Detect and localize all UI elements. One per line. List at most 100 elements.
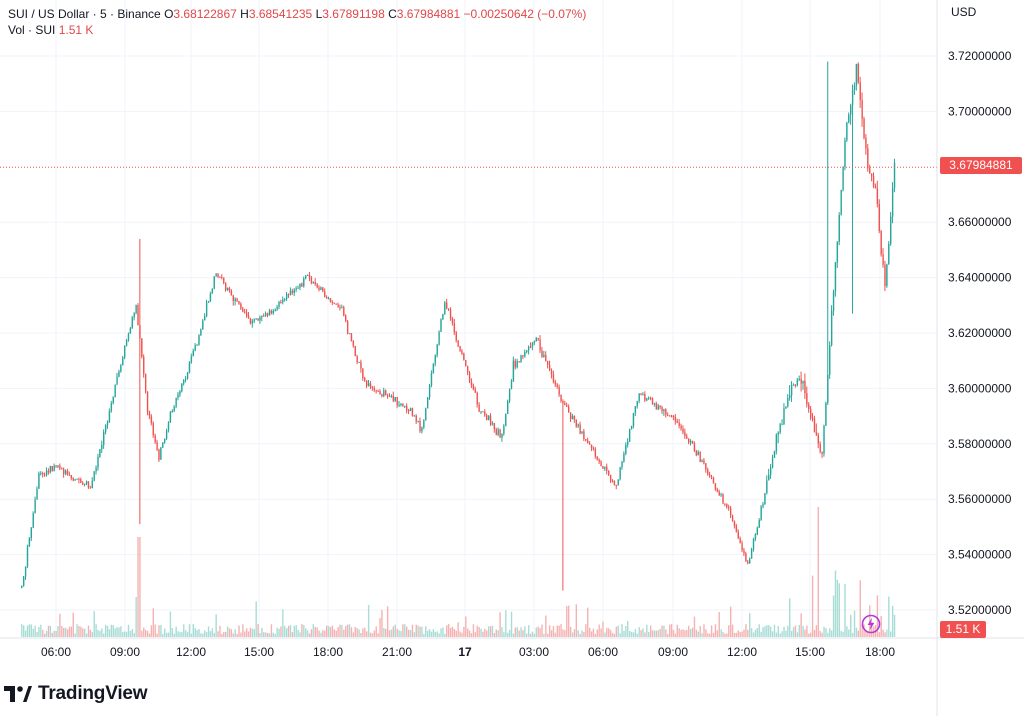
candle-body	[844, 140, 846, 167]
candle-body	[815, 432, 818, 436]
candle-body	[32, 513, 34, 528]
candle-body	[238, 301, 240, 304]
volume-bar	[165, 632, 168, 637]
candle-body	[501, 433, 503, 438]
candle-body	[535, 338, 537, 342]
candle-body	[331, 302, 334, 304]
volume-bar	[813, 629, 816, 637]
symbol-title[interactable]: SUI / US Dollar · 5 · Binance	[8, 7, 161, 21]
volume-bar	[653, 630, 656, 637]
candle-body	[722, 494, 724, 504]
currency-label[interactable]: USD	[951, 5, 977, 19]
volume-bar	[518, 630, 520, 637]
volume-bar	[604, 632, 606, 637]
candle-body	[556, 384, 558, 387]
candle-body	[461, 350, 463, 354]
volume-bar	[869, 605, 871, 637]
candle-body	[116, 376, 118, 385]
volume-bar	[343, 629, 345, 637]
candle-body	[221, 276, 223, 278]
volume-bar	[268, 633, 271, 637]
volume-bar	[728, 625, 730, 637]
volume-bar	[223, 632, 225, 637]
volume-bar	[417, 625, 419, 637]
tradingview-logo[interactable]: TradingView	[4, 683, 148, 705]
volume-bar	[432, 629, 435, 637]
candlesticks	[21, 61, 896, 591]
candle-body	[226, 287, 229, 291]
candle-body	[848, 114, 850, 123]
candle-body	[426, 397, 429, 409]
lightning-icon[interactable]	[861, 614, 881, 634]
volume-bar	[514, 627, 517, 637]
volume-bar	[434, 631, 437, 637]
volume-bar	[644, 632, 646, 637]
volume-bar	[200, 633, 202, 637]
volume-bar	[524, 626, 526, 637]
candle-body	[385, 390, 387, 396]
candle-body	[345, 315, 347, 321]
x-tick-label: 17	[458, 645, 472, 659]
candle-body	[129, 328, 132, 334]
volume-bar	[701, 632, 703, 637]
volume-bar	[709, 633, 711, 637]
candle-body	[215, 273, 217, 277]
candle-body	[198, 335, 200, 345]
volume-bar	[118, 627, 120, 637]
candle-body	[158, 449, 160, 460]
candle-body	[356, 355, 358, 363]
candle-body	[354, 345, 356, 356]
volume-bar	[529, 633, 532, 637]
candle-body	[430, 373, 433, 386]
candle-body	[165, 430, 168, 439]
volume-bar	[295, 625, 297, 637]
candle-body	[655, 403, 658, 410]
candle-body	[884, 264, 886, 286]
open-value: 3.68122867	[173, 7, 237, 21]
volume-bar	[135, 597, 137, 637]
candle-body	[667, 415, 669, 417]
candle-body	[737, 531, 739, 539]
candle-body	[707, 469, 709, 475]
candle-body	[808, 404, 810, 410]
candle-body	[162, 442, 164, 448]
candle-body	[141, 338, 143, 357]
candle-body	[276, 307, 278, 310]
candle-body	[789, 395, 791, 398]
candle-body	[566, 405, 568, 407]
volume-bar	[59, 613, 61, 637]
candle-body	[402, 403, 404, 407]
volume-label[interactable]: Vol · SUI	[8, 23, 56, 37]
volume-bar	[232, 633, 235, 637]
candle-body	[872, 175, 875, 187]
candle-body	[240, 303, 242, 309]
volume-bar	[505, 610, 507, 637]
candle-body	[148, 412, 151, 417]
volume-bar	[396, 628, 398, 637]
candle-body	[244, 311, 246, 313]
volume-bar	[409, 629, 412, 637]
candle-body	[295, 288, 297, 290]
last-price-tag: 3.67984881	[940, 157, 1022, 174]
volume-bar	[520, 627, 522, 637]
candle-body	[280, 301, 282, 303]
tradingview-logo-icon	[4, 686, 32, 702]
volume-bar	[442, 627, 444, 637]
volume-bar	[440, 628, 442, 637]
volume-bar	[882, 629, 884, 637]
volume-bar	[714, 624, 717, 637]
volume-bar	[659, 629, 661, 637]
volume-bar	[280, 626, 282, 637]
volume-bar	[888, 596, 890, 637]
candle-body	[217, 273, 219, 277]
volume-bar	[394, 624, 396, 637]
candle-body	[587, 440, 589, 444]
candle-body	[754, 534, 757, 540]
candle-body	[472, 385, 475, 390]
candle-body	[274, 309, 276, 311]
volume-bar	[729, 606, 732, 637]
candle-body	[404, 405, 406, 407]
candle-body	[278, 301, 280, 308]
volume-bar	[34, 625, 36, 637]
